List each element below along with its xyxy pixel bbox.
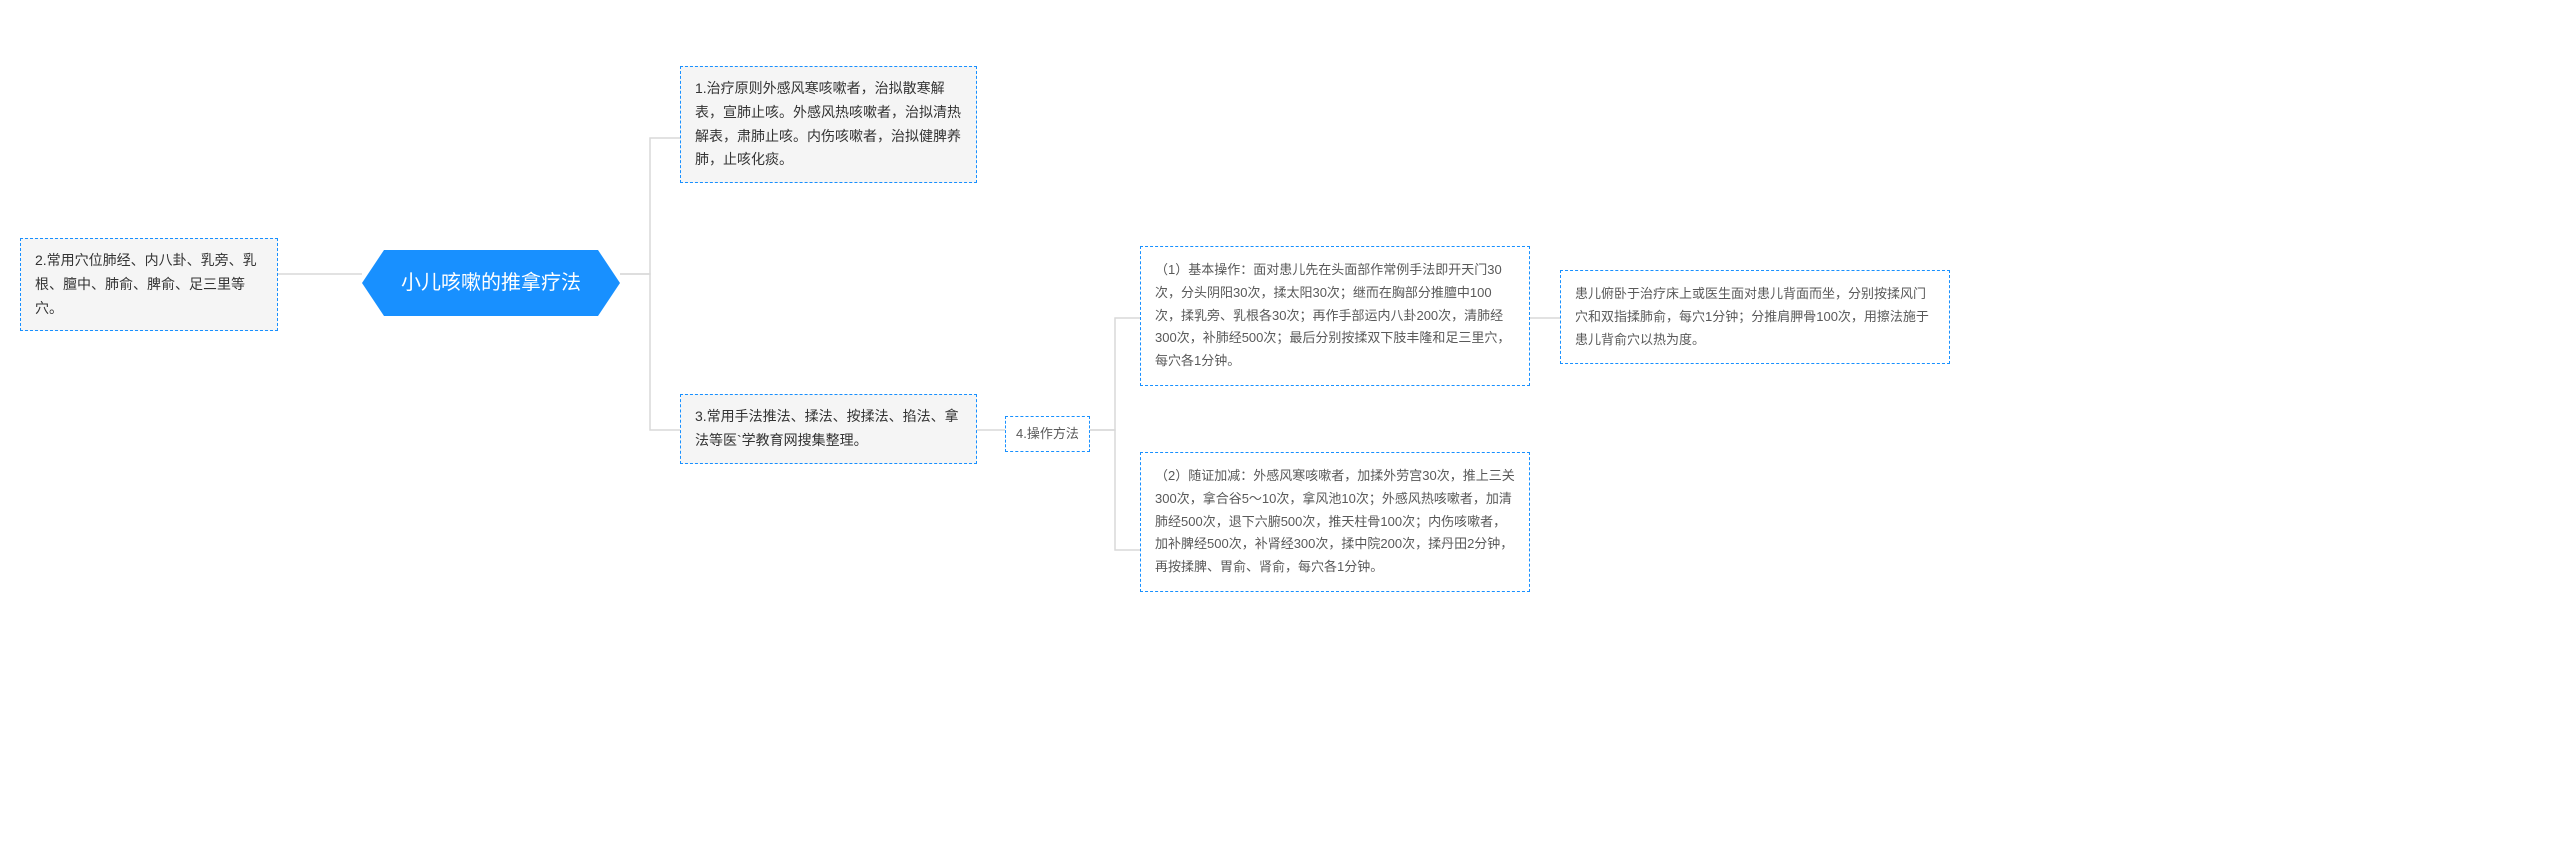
prone-position-node: 患儿俯卧于治疗床上或医生面对患儿背面而坐，分别按揉风门穴和双指揉肺俞，每穴1分钟… (1560, 270, 1950, 364)
acupoints-text: 2.常用穴位肺经、内八卦、乳旁、乳根、膻中、肺俞、脾俞、足三里等穴。 (35, 252, 257, 316)
connector-lines (0, 0, 2560, 846)
modification-text: （2）随证加减：外感风寒咳嗽者，加揉外劳宫30次，推上三关300次，拿合谷5～1… (1155, 468, 1515, 574)
basic-operation-node: （1）基本操作：面对患儿先在头面部作常例手法即开天门30次，分头阴阳30次，揉太… (1140, 246, 1530, 386)
acupoints-node: 2.常用穴位肺经、内八卦、乳旁、乳根、膻中、肺俞、脾俞、足三里等穴。 (20, 238, 278, 331)
methods-label-text: 4.操作方法 (1016, 426, 1079, 441)
modification-node: （2）随证加减：外感风寒咳嗽者，加揉外劳宫30次，推上三关300次，拿合谷5～1… (1140, 452, 1530, 592)
principle-text: 1.治疗原则外感风寒咳嗽者，治拟散寒解表，宣肺止咳。外感风热咳嗽者，治拟清热解表… (695, 80, 961, 167)
prone-position-text: 患儿俯卧于治疗床上或医生面对患儿背面而坐，分别按揉风门穴和双指揉肺俞，每穴1分钟… (1575, 286, 1929, 347)
center-node: 小儿咳嗽的推拿疗法 (362, 250, 620, 316)
methods-label-node: 4.操作方法 (1005, 416, 1090, 452)
principle-node: 1.治疗原则外感风寒咳嗽者，治拟散寒解表，宣肺止咳。外感风热咳嗽者，治拟清热解表… (680, 66, 977, 183)
techniques-node: 3.常用手法推法、揉法、按揉法、掐法、拿法等医`学教育网搜集整理。 (680, 394, 977, 464)
center-label: 小儿咳嗽的推拿疗法 (401, 272, 581, 294)
techniques-text: 3.常用手法推法、揉法、按揉法、掐法、拿法等医`学教育网搜集整理。 (695, 408, 959, 448)
basic-operation-text: （1）基本操作：面对患儿先在头面部作常例手法即开天门30次，分头阴阳30次，揉太… (1155, 262, 1510, 368)
